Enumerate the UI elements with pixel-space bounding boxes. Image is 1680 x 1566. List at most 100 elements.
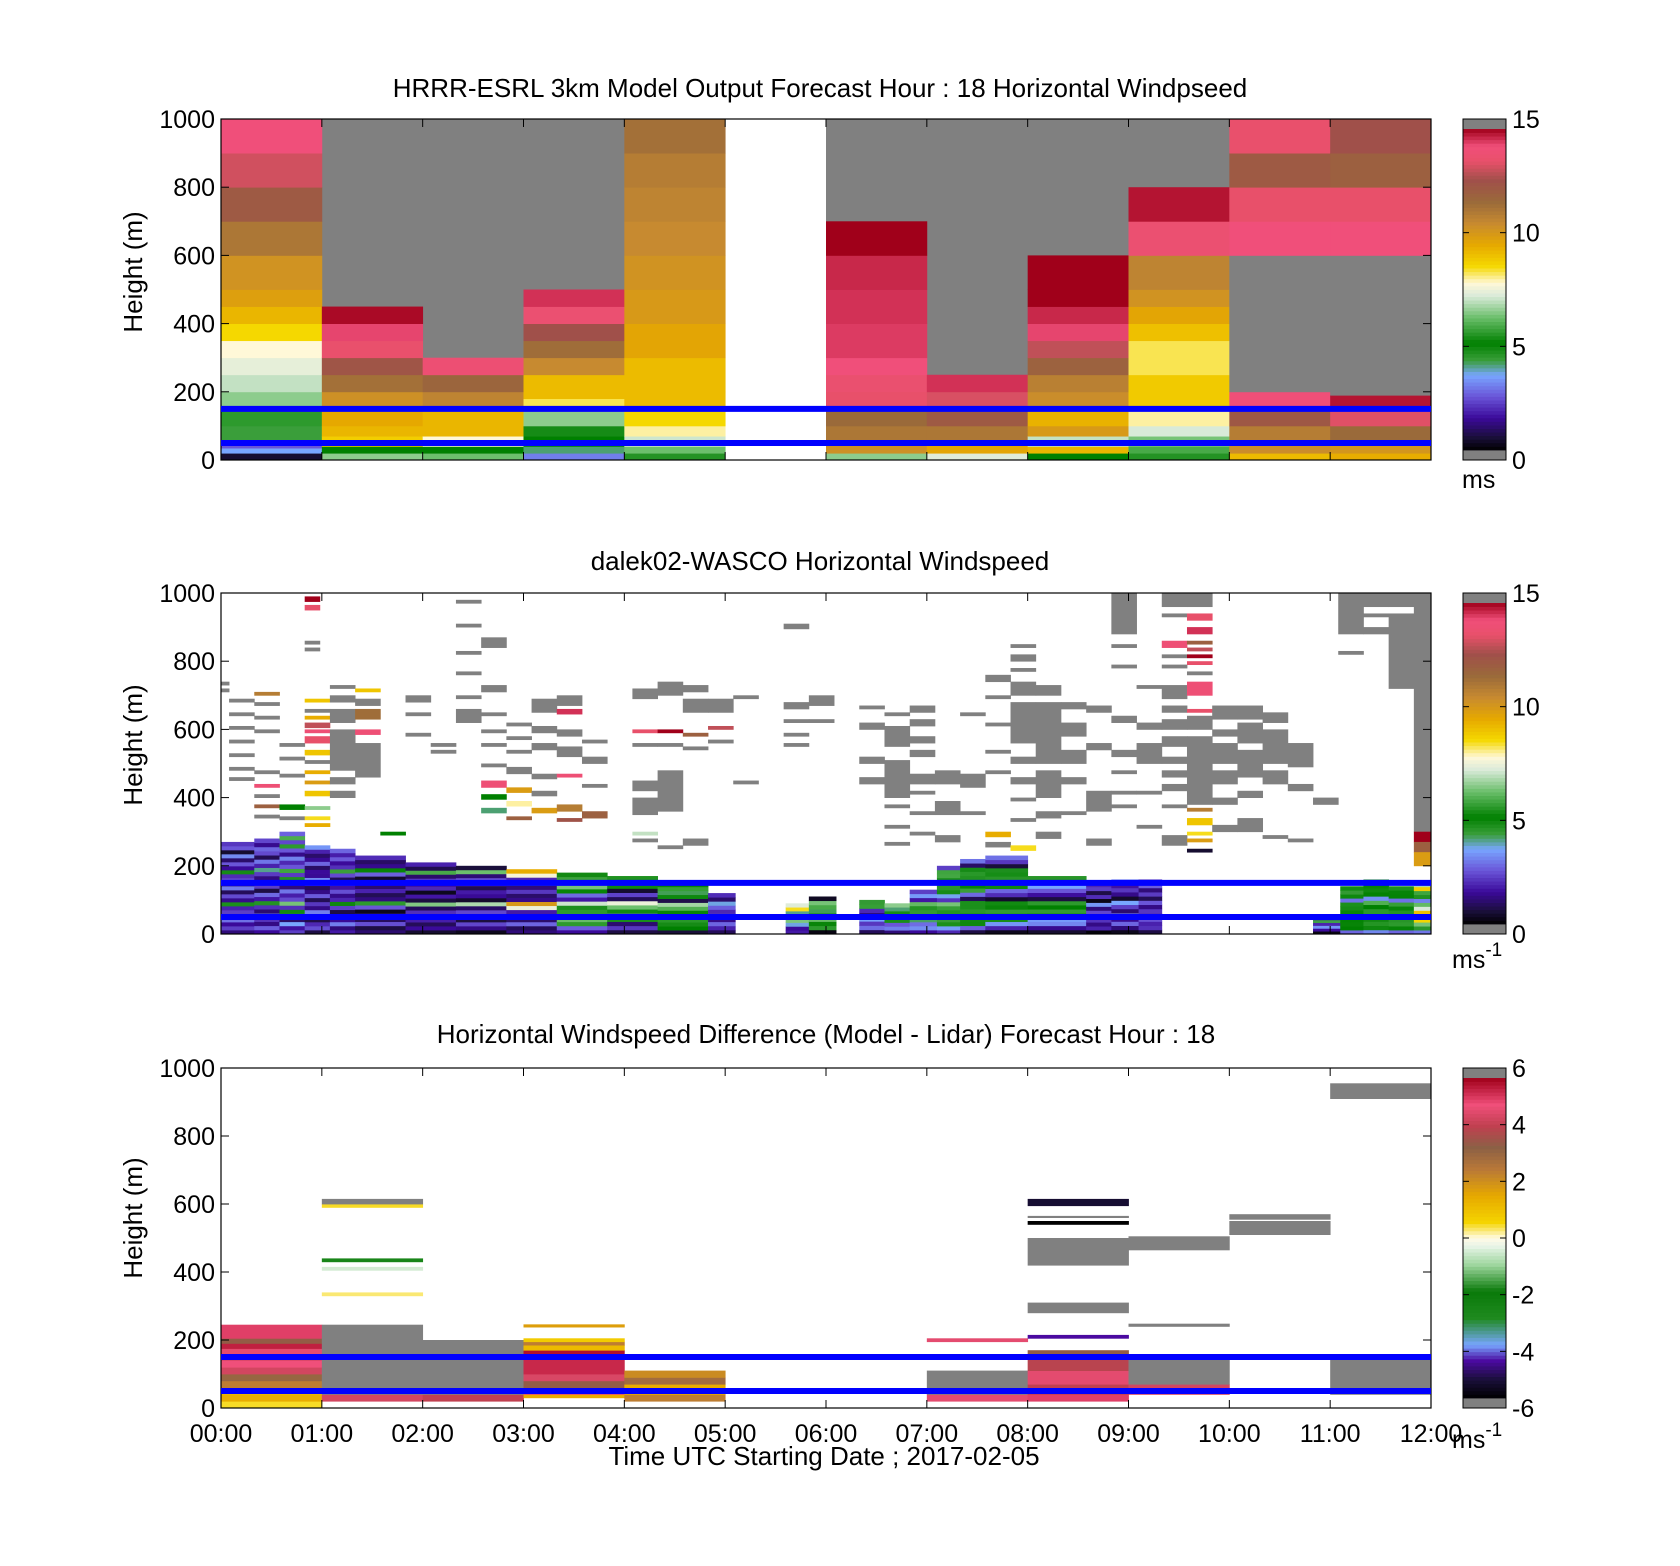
- colorbar-cap: [1463, 1398, 1507, 1409]
- heatmap-cell: [279, 804, 306, 810]
- colorbar-unit-base: ms: [1452, 1426, 1485, 1454]
- heatmap-cell: [1237, 749, 1264, 778]
- heatmap-cell: [221, 323, 323, 342]
- y-tick-label: 200: [173, 379, 215, 407]
- heatmap-cell: [1212, 797, 1238, 805]
- heatmap-cell: [682, 746, 709, 751]
- heatmap-cell: [708, 905, 736, 910]
- heatmap-cell: [1363, 921, 1390, 927]
- heatmap-cell: [1413, 886, 1432, 892]
- colorbar-swatch: [1463, 207, 1507, 212]
- heatmap-cell: [926, 425, 1029, 444]
- heatmap-cell: [1111, 929, 1139, 935]
- heatmap-cell: [1138, 921, 1163, 927]
- heatmap-cell: [506, 929, 558, 935]
- colorbar-swatch: [1463, 350, 1507, 355]
- x-tick-label: 08:00: [996, 1420, 1059, 1448]
- heatmap-cell: [481, 780, 507, 788]
- heatmap-cells: [221, 119, 1432, 461]
- y-tick-label: 600: [173, 716, 215, 744]
- heatmap-cell: [221, 905, 255, 911]
- y-axis-label: Height (m): [118, 211, 148, 332]
- heatmap-cell: [1186, 708, 1213, 713]
- heatmap-cell: [254, 929, 280, 935]
- heatmap-cell: [808, 908, 837, 914]
- heatmap-cell: [1161, 664, 1188, 669]
- heatmap-cell: [405, 906, 457, 911]
- colorbar-swatch: [1463, 1302, 1507, 1306]
- heatmap-cell: [556, 897, 608, 902]
- colorbar-swatch: [1463, 852, 1507, 857]
- heatmap-cell: [985, 929, 1029, 935]
- heatmap-cell: [221, 688, 230, 693]
- colorbar-swatch: [1463, 1390, 1507, 1395]
- heatmap-cell: [1363, 613, 1390, 618]
- colorbar-swatch: [1463, 417, 1507, 422]
- colorbar-swatch: [1463, 1355, 1507, 1360]
- heatmap-cell: [632, 780, 659, 792]
- colorbar-swatch: [1463, 239, 1507, 244]
- heatmap-cell: [506, 905, 558, 911]
- heatmap-cell: [859, 756, 885, 764]
- heatmap-cell: [329, 777, 356, 785]
- heatmap-cell: [909, 925, 938, 931]
- heatmap-cell: [221, 893, 255, 899]
- heatmap-cell: [859, 904, 885, 909]
- colorbar-swatch: [1463, 1088, 1507, 1093]
- heatmap-cell: [1388, 613, 1415, 689]
- heatmap-cell: [936, 917, 961, 923]
- heatmap-cell: [556, 921, 608, 927]
- heatmap-cell: [304, 909, 331, 915]
- heatmap-cell: [1128, 187, 1230, 222]
- heatmap-cell: [556, 818, 583, 822]
- heatmap-cell: [624, 453, 726, 461]
- colorbar-swatch: [1463, 702, 1507, 707]
- colorbar-swatch: [1463, 268, 1507, 273]
- colorbar-swatch: [1463, 1383, 1507, 1388]
- heatmap-cell: [304, 889, 331, 895]
- heatmap-cell: [624, 153, 726, 188]
- colorbar-swatch: [1463, 802, 1507, 807]
- colorbar-swatch: [1463, 360, 1507, 365]
- heatmap-cell: [581, 739, 608, 744]
- colorbar-swatch: [1463, 620, 1507, 625]
- heatmap-cell: [859, 929, 885, 935]
- colorbar-swatch: [1463, 364, 1507, 369]
- colorbar: 0 5 10 15: [1462, 106, 1540, 475]
- colorbar-swatch: [1463, 168, 1507, 173]
- colorbar-swatch: [1463, 756, 1507, 761]
- heatmap-cell: [304, 905, 331, 911]
- panel-title: HRRR-ESRL 3km Model Output Forecast Hour…: [393, 73, 1247, 103]
- heatmap-cell: [808, 904, 837, 910]
- heatmap-cell: [1010, 756, 1037, 764]
- heatmap-cell: [380, 831, 406, 836]
- heatmap-cell: [355, 896, 406, 902]
- heatmap-cell: [279, 925, 306, 931]
- heatmap-cell: [657, 681, 684, 696]
- heatmap-cell: [1027, 876, 1087, 881]
- heatmap-cell: [254, 896, 280, 902]
- heatmap-cell: [1136, 790, 1163, 795]
- colorbar-frame: [1462, 118, 1507, 461]
- heatmap-cell: [884, 910, 911, 916]
- heatmap-cell: [321, 1394, 424, 1402]
- heatmap-cell: [304, 596, 321, 602]
- heatmap-cell: [1027, 340, 1129, 359]
- colorbar-swatch: [1463, 1156, 1507, 1161]
- heatmap-cell: [624, 119, 726, 154]
- colorbar-swatch: [1463, 446, 1507, 451]
- heatmap-cell: [523, 446, 625, 454]
- heatmap-cell: [1330, 453, 1432, 461]
- colorbar-swatch: [1463, 1277, 1507, 1282]
- heatmap-cell: [304, 715, 331, 720]
- x-axis-label: Time UTC Starting Date ; 2017-02-05: [608, 1441, 1039, 1471]
- colorbar-swatch: [1463, 795, 1507, 800]
- heatmap-cell: [960, 888, 986, 893]
- heatmap-cell: [909, 909, 938, 915]
- colorbar-swatch: [1463, 856, 1507, 861]
- heatmap-cell: [221, 1394, 323, 1402]
- colorbar-swatch: [1463, 1202, 1507, 1207]
- heatmap-cell: [934, 801, 961, 816]
- heatmap-cell: [329, 877, 356, 882]
- colorbar-swatch: [1463, 745, 1507, 750]
